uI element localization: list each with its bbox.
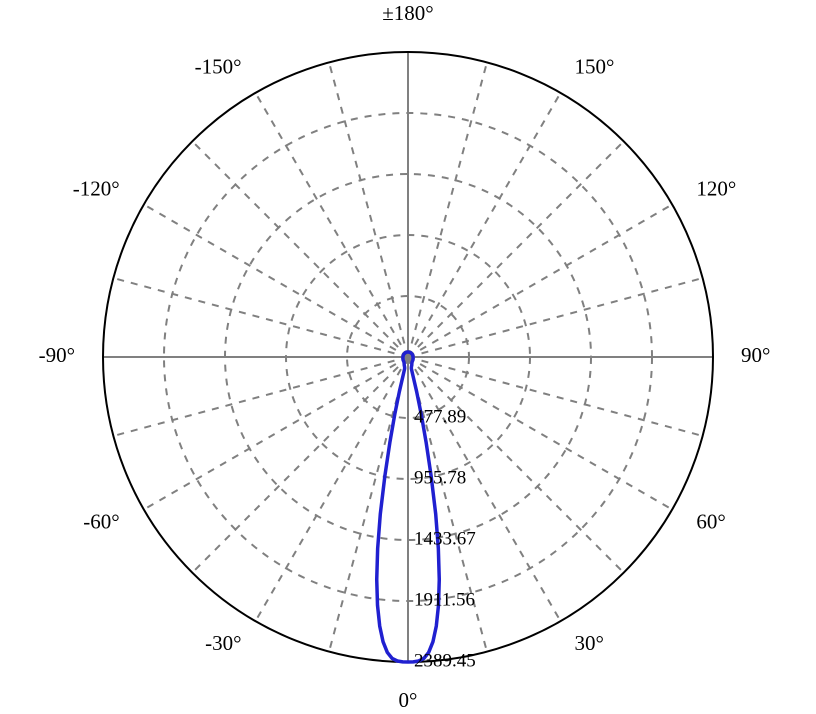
radial-tick-label: 477.89 (414, 406, 466, 427)
angle-label: -120° (73, 176, 120, 200)
angle-label: -90° (39, 343, 75, 367)
angle-label: 90° (741, 343, 770, 367)
radial-tick-label: 955.78 (414, 467, 466, 488)
angle-label: 0° (399, 688, 418, 712)
radial-tick-label: 2389.45 (414, 650, 476, 671)
angle-label: 150° (575, 54, 615, 78)
polar-chart-container: 477.89 955.78 1433.67 1911.56 2389.45 0° 30° 60… (0, 0, 816, 714)
angle-label: -60° (83, 509, 119, 533)
angle-label: 120° (696, 176, 736, 200)
angle-label: -150° (195, 54, 242, 78)
angle-label: 30° (575, 631, 604, 655)
radial-tick-label: 1433.67 (414, 528, 476, 549)
angle-label: 60° (696, 509, 725, 533)
angle-label: ±180° (382, 1, 433, 25)
polar-chart-svg: 477.89 955.78 1433.67 1911.56 2389.45 0° 30° 60… (0, 0, 816, 714)
radial-tick-label: 1911.56 (414, 589, 475, 610)
angle-label: -30° (205, 631, 241, 655)
